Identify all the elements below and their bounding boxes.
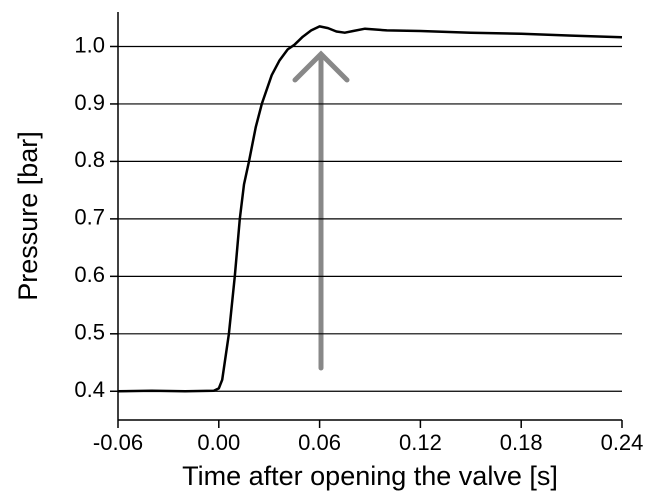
- x-tick-label: -0.06: [93, 430, 143, 455]
- y-tick-label: 0.7: [74, 205, 105, 230]
- y-tick-label: 0.5: [74, 320, 105, 345]
- y-tick-label: 0.9: [74, 90, 105, 115]
- x-tick-label: 0.18: [500, 430, 543, 455]
- x-tick-label: 0.00: [197, 430, 240, 455]
- data-line: [117, 25, 623, 393]
- x-axis-title: Time after opening the valve [s]: [182, 461, 558, 491]
- x-tick-label: 0.12: [399, 430, 442, 455]
- x-tick-label: 0.24: [601, 430, 644, 455]
- y-tick-label: 0.4: [74, 377, 105, 402]
- x-tick-label: 0.06: [298, 430, 341, 455]
- y-axis-title: Pressure [bar]: [13, 131, 43, 301]
- annotation-arrow: [292, 50, 350, 371]
- y-tick-label: 1.0: [74, 32, 105, 57]
- y-tick-label: 0.8: [74, 147, 105, 172]
- y-tick-label: 0.6: [74, 262, 105, 287]
